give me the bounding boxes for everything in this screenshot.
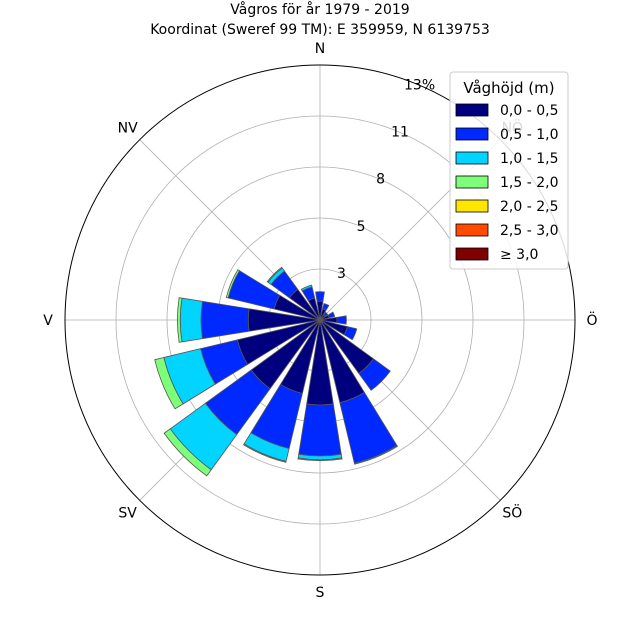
bar-segment-nnv-1-0-1-5	[300, 284, 313, 292]
direction-label-v: V	[43, 313, 53, 329]
legend-item-2: 0,5 - 1,0	[455, 127, 558, 143]
legend-label: 1,5 - 2,0	[500, 175, 558, 191]
legend-label: ≥ 3,0	[500, 247, 538, 263]
bar-segment-vsv-1-5-2-0	[154, 356, 184, 410]
legend-swatch	[455, 103, 489, 117]
radial-tick-label: 5	[357, 219, 366, 235]
radial-tick-label: 3	[337, 266, 346, 282]
legend-swatch	[455, 247, 489, 261]
bar-segment-nn-0-5-1-0	[322, 302, 330, 311]
bar-segment-ss-0-5-1-0	[339, 391, 398, 464]
legend-item-5: 2,0 - 2,5	[455, 199, 558, 215]
bar-segment-v-1-5-2-0	[177, 297, 183, 343]
polar-outline	[64, 64, 576, 576]
bar-segment-s-0-5-1-0	[298, 403, 342, 457]
legend-label: 2,5 - 3,0	[500, 223, 558, 239]
radial-tick-label: 8	[376, 172, 385, 188]
bar-segment--0-5-1-0	[336, 315, 347, 325]
bar-segment-n-0-5-1-0	[315, 291, 325, 302]
legend-swatch	[455, 175, 489, 189]
direction-label-s: S	[316, 585, 325, 601]
radial-tick-label: 11	[391, 125, 409, 141]
direction-label-sv: SV	[118, 505, 137, 521]
direction-label-: Ö	[586, 311, 597, 329]
legend-item-6: 2,5 - 3,0	[455, 223, 558, 239]
legend-swatch	[455, 199, 489, 213]
direction-label-s: SÖ	[502, 503, 522, 521]
direction-label-nv: NV	[118, 121, 138, 137]
legend-label: 1,0 - 1,5	[500, 151, 558, 167]
bar-segment-v-0-5-1-0	[200, 300, 250, 340]
legend-title: Våghöjd (m)	[463, 79, 554, 97]
bar-segment-s-1-5-2-0	[297, 457, 343, 462]
bar-segment-nv-1-5-2-0	[266, 266, 283, 283]
direction-label-n: N	[315, 41, 325, 57]
legend-label: 0,0 - 0,5	[500, 103, 558, 119]
outer-circle	[64, 64, 576, 576]
bar-segment-s-0-5-1-0	[358, 358, 391, 391]
bar-segment-n-0-5-1-0	[323, 311, 329, 317]
legend-label: 2,0 - 2,5	[500, 199, 558, 215]
legend-item-7: ≥ 3,0	[455, 247, 538, 263]
bar-segment-ssv-1-5-2-0	[242, 443, 287, 463]
radial-tick-labels: 3 5 8 11 13%	[337, 77, 435, 281]
bar-segment-v-1-0-1-5	[179, 297, 203, 343]
bar-segment-vnv-1-5-2-0	[225, 269, 241, 299]
chart-title-line1: Vågros för år 1979 - 2019	[230, 1, 409, 18]
legend-item-3: 1,0 - 1,5	[455, 151, 558, 167]
legend-swatch	[455, 223, 489, 237]
bar-segment-sv-1-5-2-0	[163, 428, 212, 477]
bar-segment-s-0-5-1-0	[343, 326, 358, 341]
radial-tick-label: 13%	[404, 77, 435, 93]
bar-segment-n-0-5-1-0	[327, 311, 336, 319]
legend-label: 0,5 - 1,0	[500, 127, 558, 143]
bar-segment-ss-1-0-1-5	[353, 445, 399, 465]
legend-items: 0,0 - 0,5 0,5 - 1,0 1,0 - 1,5 1,5 - 2,0 2,0 …	[455, 103, 558, 263]
chart-title-line2: Koordinat (Sweref 99 TM): E 359959, N 61…	[150, 22, 490, 38]
legend-item-1: 0,0 - 0,5	[455, 103, 558, 119]
rose-bars	[154, 266, 399, 477]
legend-box	[449, 71, 569, 270]
legend-swatch	[455, 151, 489, 165]
legend: Våghöjd (m) 0,0 - 0,5 0,5 - 1,0 1,0 - 1,5 1…	[449, 71, 569, 270]
legend-item-4: 1,5 - 2,0	[455, 175, 558, 191]
legend-swatch	[455, 127, 489, 141]
